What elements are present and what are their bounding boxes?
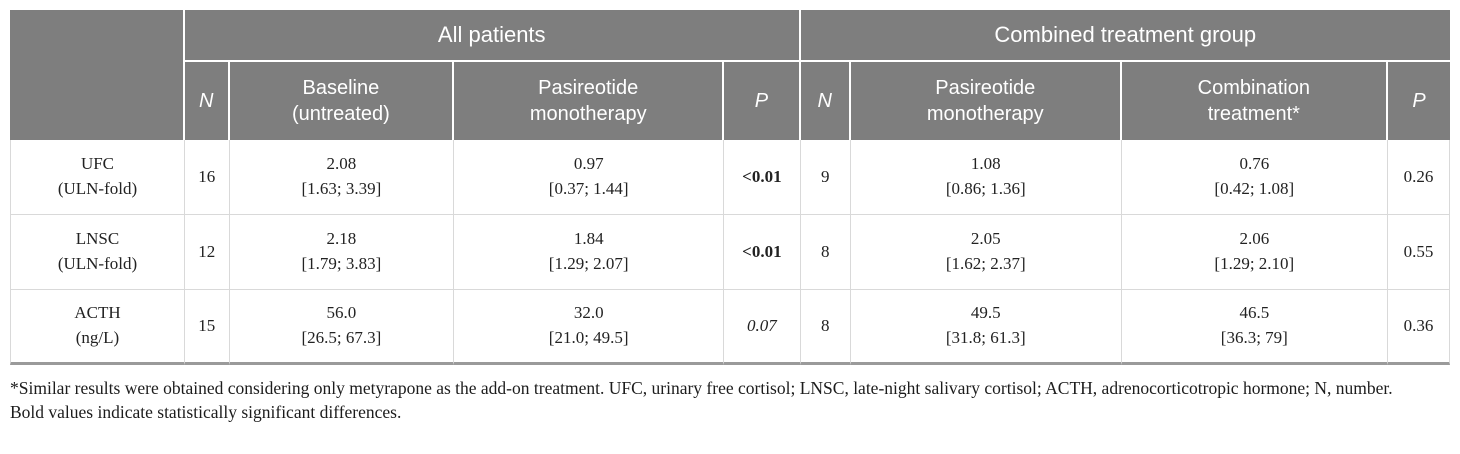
p-value: <0.01	[724, 140, 801, 215]
header-line: Pasireotide	[538, 77, 639, 99]
footnote-abbreviations: *Similar results were obtained consideri…	[10, 378, 1393, 398]
pasireotide-cell: 2.05 [1.62; 2.37]	[850, 215, 1122, 290]
table-row-lnsc: LNSC (ULN-fold) 12 2.18 [1.79; 3.83] 1.8…	[10, 215, 1450, 290]
col-header-pasireotide-all: Pasireotide monotherapy	[454, 62, 725, 140]
p-value: <0.01	[724, 215, 801, 290]
value-iqr: [0.37; 1.44]	[548, 179, 629, 198]
row-label: ACTH (ng/L)	[10, 290, 185, 365]
combination-cell: 46.5 [36.3; 79]	[1121, 290, 1389, 365]
table-footnotes: *Similar results were obtained consideri…	[10, 376, 1450, 424]
value-iqr: [1.29; 2.07]	[548, 254, 629, 273]
row-label-line: (ng/L)	[75, 328, 120, 347]
value-median: 49.5	[970, 303, 1001, 323]
n-value: 8	[800, 290, 851, 365]
baseline-cell: 56.0 [26.5; 67.3]	[229, 290, 455, 365]
header-line: treatment*	[1207, 103, 1300, 125]
p-value: 0.26	[1388, 140, 1450, 215]
value-iqr: [0.42; 1.08]	[1214, 179, 1295, 198]
n-value: 16	[184, 140, 230, 215]
value-iqr: [1.29; 2.10]	[1214, 254, 1295, 273]
header-line: (untreated)	[291, 103, 390, 125]
p-value: 0.36	[1388, 290, 1450, 365]
pasireotide-cell: 49.5 [31.8; 61.3]	[850, 290, 1122, 365]
stub-header-cell	[10, 10, 185, 140]
clinical-results-table: All patients Combined treatment group N …	[10, 10, 1450, 365]
n-value: 9	[800, 140, 851, 215]
baseline-cell: 2.08 [1.63; 3.39]	[229, 140, 455, 215]
baseline-cell: 2.18 [1.79; 3.83]	[229, 215, 455, 290]
sub-header-row: N Baseline (untreated) Pasireotide monot…	[10, 62, 1450, 140]
p-value: 0.55	[1388, 215, 1450, 290]
col-header-combination-treatment: Combination treatment*	[1121, 62, 1389, 140]
value-iqr: [0.86; 1.36]	[945, 179, 1026, 198]
table-row-ufc: UFC (ULN-fold) 16 2.08 [1.63; 3.39] 0.97…	[10, 140, 1450, 215]
row-label-line: (ULN-fold)	[57, 254, 138, 273]
value-median: 46.5	[1239, 303, 1270, 323]
header-line: monotherapy	[926, 103, 1044, 125]
pasireotide-cell: 1.08 [0.86; 1.36]	[850, 140, 1122, 215]
value-iqr: [21.0; 49.5]	[548, 328, 629, 347]
pasireotide-cell: 1.84 [1.29; 2.07]	[454, 215, 725, 290]
table-body: UFC (ULN-fold) 16 2.08 [1.63; 3.39] 0.97…	[10, 140, 1450, 365]
header-line: Pasireotide	[935, 77, 1036, 99]
row-label-line: UFC	[80, 154, 115, 174]
row-label-line: LNSC	[75, 229, 120, 249]
value-median: 32.0	[573, 303, 604, 323]
value-median: 0.76	[1239, 154, 1270, 174]
value-median: 1.08	[970, 154, 1001, 174]
value-median: 2.05	[970, 229, 1001, 249]
value-median: 2.08	[326, 154, 357, 174]
combination-cell: 0.76 [0.42; 1.08]	[1121, 140, 1389, 215]
value-median: 2.06	[1239, 229, 1270, 249]
group-header-all-patients: All patients	[184, 10, 801, 62]
value-iqr: [36.3; 79]	[1220, 328, 1288, 347]
value-median: 0.97	[573, 154, 604, 174]
value-median: 2.18	[326, 229, 357, 249]
value-median: 1.84	[573, 229, 604, 249]
row-label: UFC (ULN-fold)	[10, 140, 185, 215]
p-value: 0.07	[724, 290, 801, 365]
col-header-baseline: Baseline (untreated)	[229, 62, 455, 140]
value-iqr: [1.63; 3.39]	[301, 179, 382, 198]
col-header-p-combined: P	[1388, 62, 1450, 140]
row-label-line: (ULN-fold)	[57, 179, 138, 198]
group-header-row: All patients Combined treatment group	[10, 10, 1450, 140]
value-iqr: [1.79; 3.83]	[301, 254, 382, 273]
header-line: monotherapy	[529, 103, 647, 125]
row-label: LNSC (ULN-fold)	[10, 215, 185, 290]
col-header-n-all: N	[184, 62, 230, 140]
table-header: All patients Combined treatment group N …	[10, 10, 1450, 140]
n-value: 8	[800, 215, 851, 290]
table-row-acth: ACTH (ng/L) 15 56.0 [26.5; 67.3] 32.0 [2…	[10, 290, 1450, 365]
row-label-line: ACTH	[74, 303, 121, 323]
footnote-bold-values: Bold values indicate statistically signi…	[10, 402, 402, 423]
pasireotide-cell: 0.97 [0.37; 1.44]	[454, 140, 725, 215]
header-line: Combination	[1197, 77, 1310, 99]
n-value: 12	[184, 215, 230, 290]
value-iqr: [31.8; 61.3]	[945, 328, 1026, 347]
col-header-p-all: P	[724, 62, 801, 140]
col-header-n-combined: N	[800, 62, 851, 140]
combination-cell: 2.06 [1.29; 2.10]	[1121, 215, 1389, 290]
n-value: 15	[184, 290, 230, 365]
group-header-combined-treatment: Combined treatment group	[800, 10, 1450, 62]
header-line: Baseline	[302, 77, 380, 99]
value-iqr: [1.62; 2.37]	[945, 254, 1026, 273]
pasireotide-cell: 32.0 [21.0; 49.5]	[454, 290, 725, 365]
value-median: 56.0	[326, 303, 357, 323]
col-header-pasireotide-combined: Pasireotide monotherapy	[850, 62, 1122, 140]
value-iqr: [26.5; 67.3]	[301, 328, 382, 347]
